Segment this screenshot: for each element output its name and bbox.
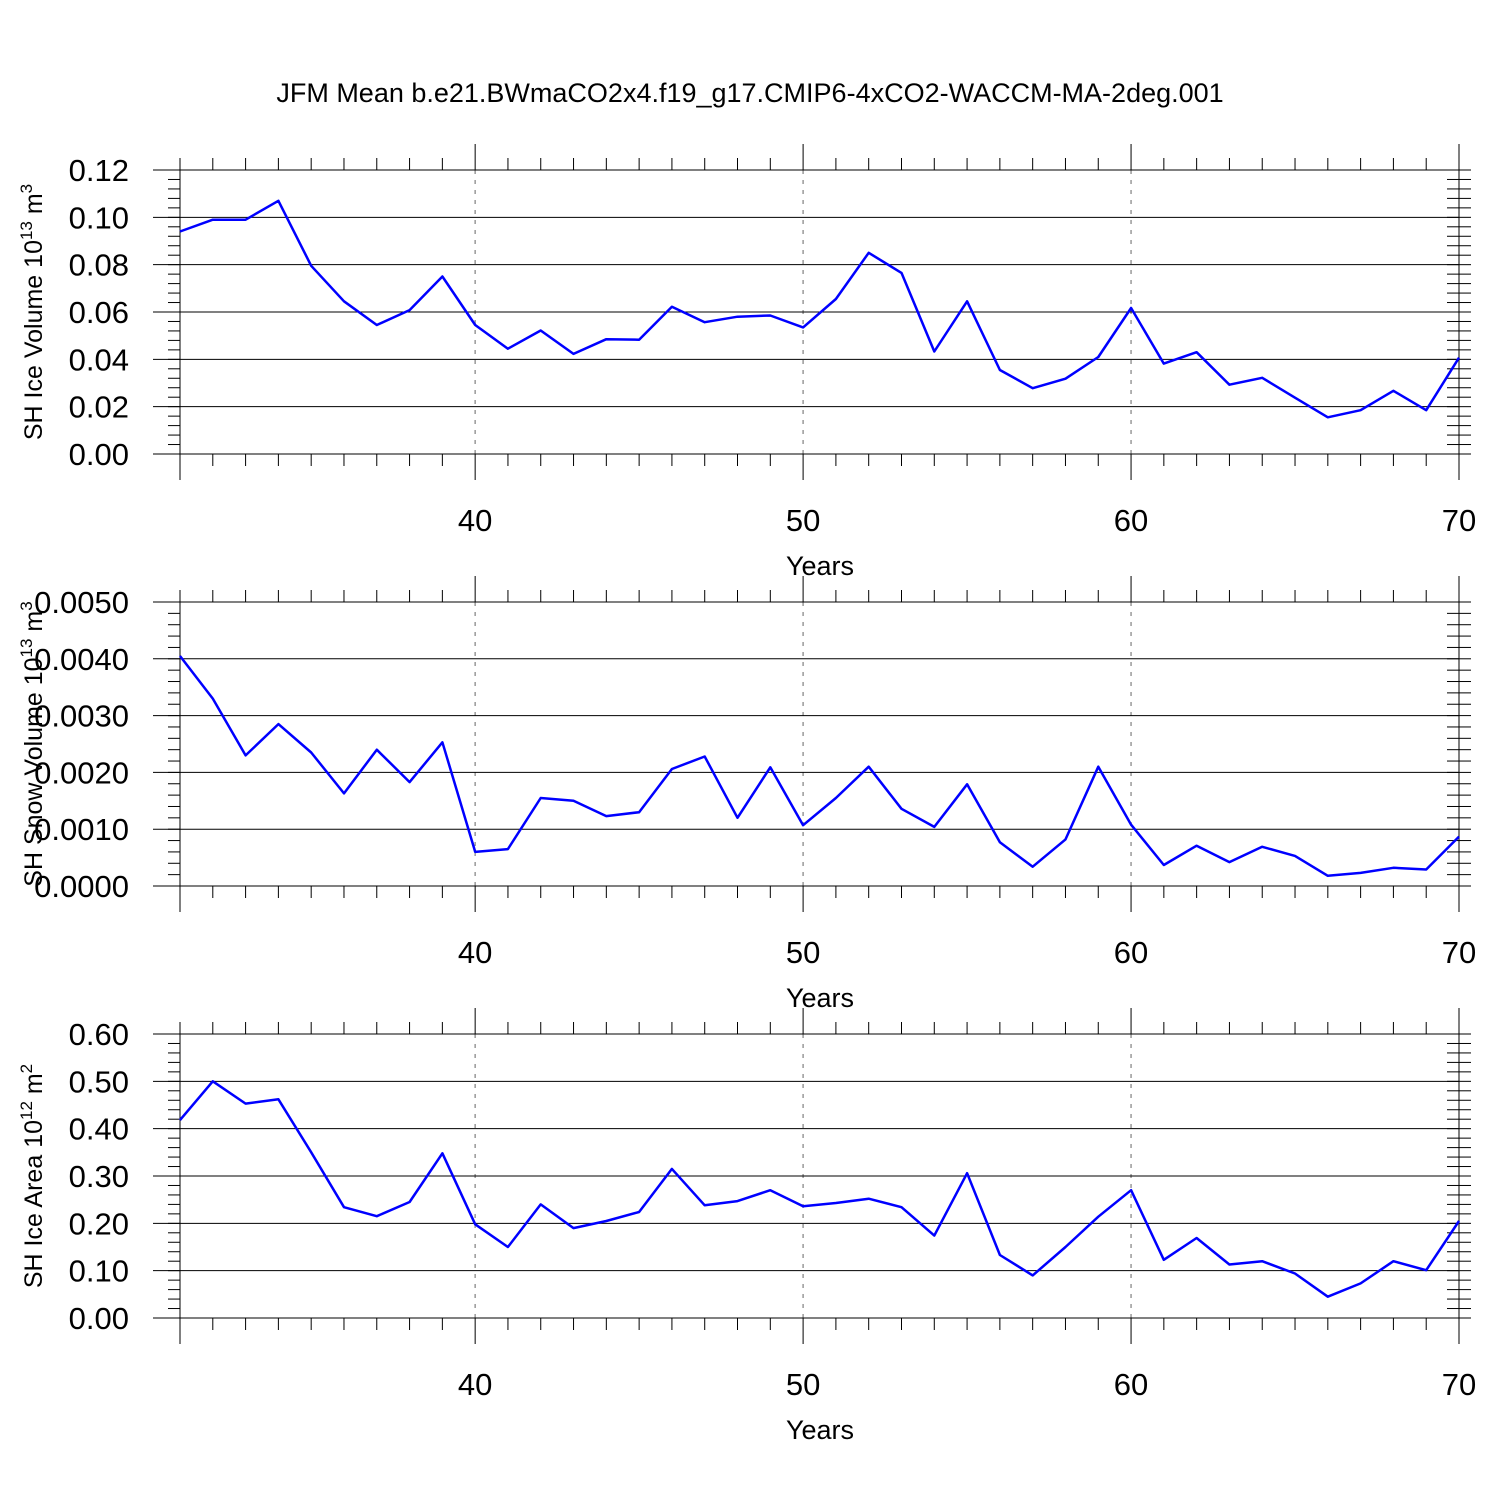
y-tick-label: 0.00 xyxy=(69,1301,129,1336)
x-tick-label: 60 xyxy=(1114,503,1148,538)
y-tick-label: 0.20 xyxy=(69,1206,129,1241)
y-tick-label: 0.30 xyxy=(69,1159,129,1194)
x-tick-label: 60 xyxy=(1114,1367,1148,1402)
x-tick-label: 70 xyxy=(1442,935,1476,970)
x-tick-label: 50 xyxy=(786,935,820,970)
x-axis-label: Years xyxy=(786,983,854,1013)
x-tick-label: 40 xyxy=(458,503,492,538)
y-tick-label: 0.40 xyxy=(69,1112,129,1147)
y-axis-label: SH Ice Area 1012 m2 xyxy=(17,1064,48,1288)
x-tick-label: 70 xyxy=(1442,503,1476,538)
y-tick-label: 0.04 xyxy=(69,342,129,377)
y-tick-label: 0.06 xyxy=(69,295,129,330)
y-tick-label: 0.0020 xyxy=(34,755,129,790)
y-tick-label: 0.12 xyxy=(69,153,129,188)
y-tick-label: 0.00 xyxy=(69,437,129,472)
y-tick-label: 0.60 xyxy=(69,1017,129,1052)
x-tick-label: 60 xyxy=(1114,935,1148,970)
y-tick-label: 0.0000 xyxy=(34,869,129,904)
y-tick-label: 0.0010 xyxy=(34,812,129,847)
y-tick-label: 0.0050 xyxy=(34,585,129,620)
y-axis-label: SH Snow Volume 1013 m3 xyxy=(17,601,48,886)
y-tick-label: 0.10 xyxy=(69,200,129,235)
x-axis-label: Years xyxy=(786,551,854,581)
figure-title: JFM Mean b.e21.BWmaCO2x4.f19_g17.CMIP6-4… xyxy=(276,78,1224,108)
x-tick-label: 50 xyxy=(786,1367,820,1402)
series-line xyxy=(179,199,1461,419)
y-axis-label: SH Ice Volume 1013 m3 xyxy=(17,184,48,440)
y-tick-label: 0.02 xyxy=(69,390,129,425)
y-tick-label: 0.0030 xyxy=(34,699,129,734)
x-tick-label: 40 xyxy=(458,1367,492,1402)
x-tick-label: 40 xyxy=(458,935,492,970)
y-tick-label: 0.50 xyxy=(69,1064,129,1099)
y-tick-label: 0.08 xyxy=(69,248,129,283)
x-tick-label: 50 xyxy=(786,503,820,538)
series-line xyxy=(179,1080,1461,1298)
x-tick-label: 70 xyxy=(1442,1367,1476,1402)
series-line xyxy=(179,655,1460,878)
y-tick-label: 0.0040 xyxy=(34,642,129,677)
y-tick-label: 0.10 xyxy=(69,1254,129,1289)
x-axis-label: Years xyxy=(786,1415,854,1445)
